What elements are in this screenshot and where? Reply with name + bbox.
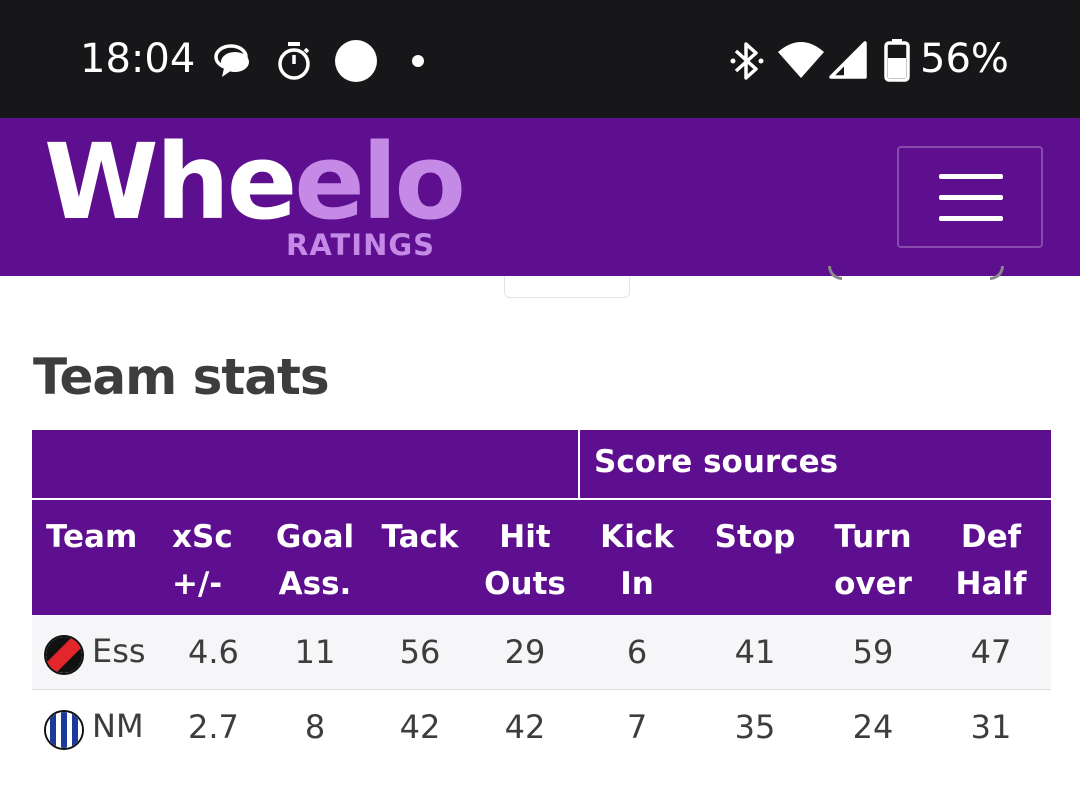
cell-tackles: 42 xyxy=(399,708,441,746)
cell-def-half: 47 xyxy=(970,633,1012,671)
col-header-turnover[interactable]: Turn over xyxy=(834,519,912,602)
signal-icon xyxy=(829,41,867,79)
cell-xsc: 4.6 xyxy=(188,633,239,671)
cell-def-half: 31 xyxy=(970,708,1012,746)
cell-turnover: 59 xyxy=(852,633,894,671)
battery-icon xyxy=(884,39,910,82)
chat-bubble-icon xyxy=(214,44,249,77)
col-header-hit-outs[interactable]: Hit Outs xyxy=(484,519,566,602)
logo-text-accent: elo xyxy=(294,121,466,243)
section-title: Team stats xyxy=(33,348,330,406)
battery-percentage: 56% xyxy=(920,36,1009,82)
col-header-tackles[interactable]: Tack xyxy=(381,519,459,555)
cell-goal-assists: 8 xyxy=(304,708,326,746)
cell-goal-assists: 11 xyxy=(294,633,336,671)
logo-subtitle: RATINGS xyxy=(286,228,436,262)
site-logo[interactable]: Wheelo xyxy=(44,130,466,234)
logo-text-primary: Whe xyxy=(44,121,297,243)
hamburger-menu-icon xyxy=(939,174,1003,179)
col-header-def-half[interactable]: Def Half xyxy=(955,519,1027,602)
bluetooth-icon xyxy=(730,42,764,80)
cell-hit-outs: 29 xyxy=(504,633,546,671)
partial-control[interactable] xyxy=(504,276,630,298)
site-header xyxy=(0,118,1080,276)
cell-kick-in: 6 xyxy=(626,633,648,671)
partial-bracket-right xyxy=(990,266,1004,280)
cell-turnover: 24 xyxy=(852,708,894,746)
dot-icon xyxy=(412,55,424,67)
cell-xsc: 2.7 xyxy=(188,708,239,746)
hamburger-menu-button[interactable] xyxy=(897,146,1043,248)
cell-stoppage: 41 xyxy=(734,633,776,671)
table-row: NM 2.7 8 42 42 7 35 24 31 xyxy=(32,690,1051,765)
team-name[interactable]: Ess xyxy=(92,632,146,670)
col-header-kick-in[interactable]: Kick In xyxy=(600,519,674,602)
team-name[interactable]: NM xyxy=(92,707,144,745)
table-group-header: Score sources xyxy=(32,430,1051,498)
cell-tackles: 56 xyxy=(399,633,441,671)
table-row: Ess 4.6 11 56 29 6 41 59 47 xyxy=(32,615,1051,690)
stopwatch-icon xyxy=(278,42,310,80)
north-melbourne-logo-icon xyxy=(44,710,84,750)
score-sources-header: Score sources xyxy=(594,444,839,480)
status-time: 18:04 xyxy=(80,36,196,82)
col-header-goal-assists[interactable]: Goal Ass. xyxy=(275,519,355,602)
col-header-stoppage[interactable]: Stop xyxy=(714,519,796,555)
cell-hit-outs: 42 xyxy=(504,708,546,746)
partial-bracket-left xyxy=(828,266,842,280)
essendon-logo-icon xyxy=(44,635,84,675)
cell-kick-in: 7 xyxy=(626,708,648,746)
status-bar: 18:04 56% xyxy=(0,0,1080,118)
col-header-xsc[interactable]: xSc +/- xyxy=(172,519,233,602)
wifi-icon xyxy=(778,42,824,78)
col-header-team[interactable]: Team xyxy=(46,519,138,555)
cell-stoppage: 35 xyxy=(734,708,776,746)
table-column-headers: Team xSc +/- Goal Ass. Tack Hit Outs Kic… xyxy=(32,500,1051,615)
circle-icon xyxy=(335,40,377,82)
